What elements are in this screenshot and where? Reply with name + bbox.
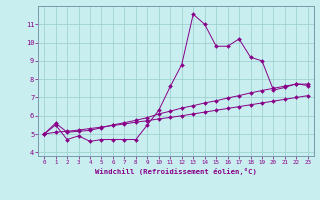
- X-axis label: Windchill (Refroidissement éolien,°C): Windchill (Refroidissement éolien,°C): [95, 168, 257, 175]
